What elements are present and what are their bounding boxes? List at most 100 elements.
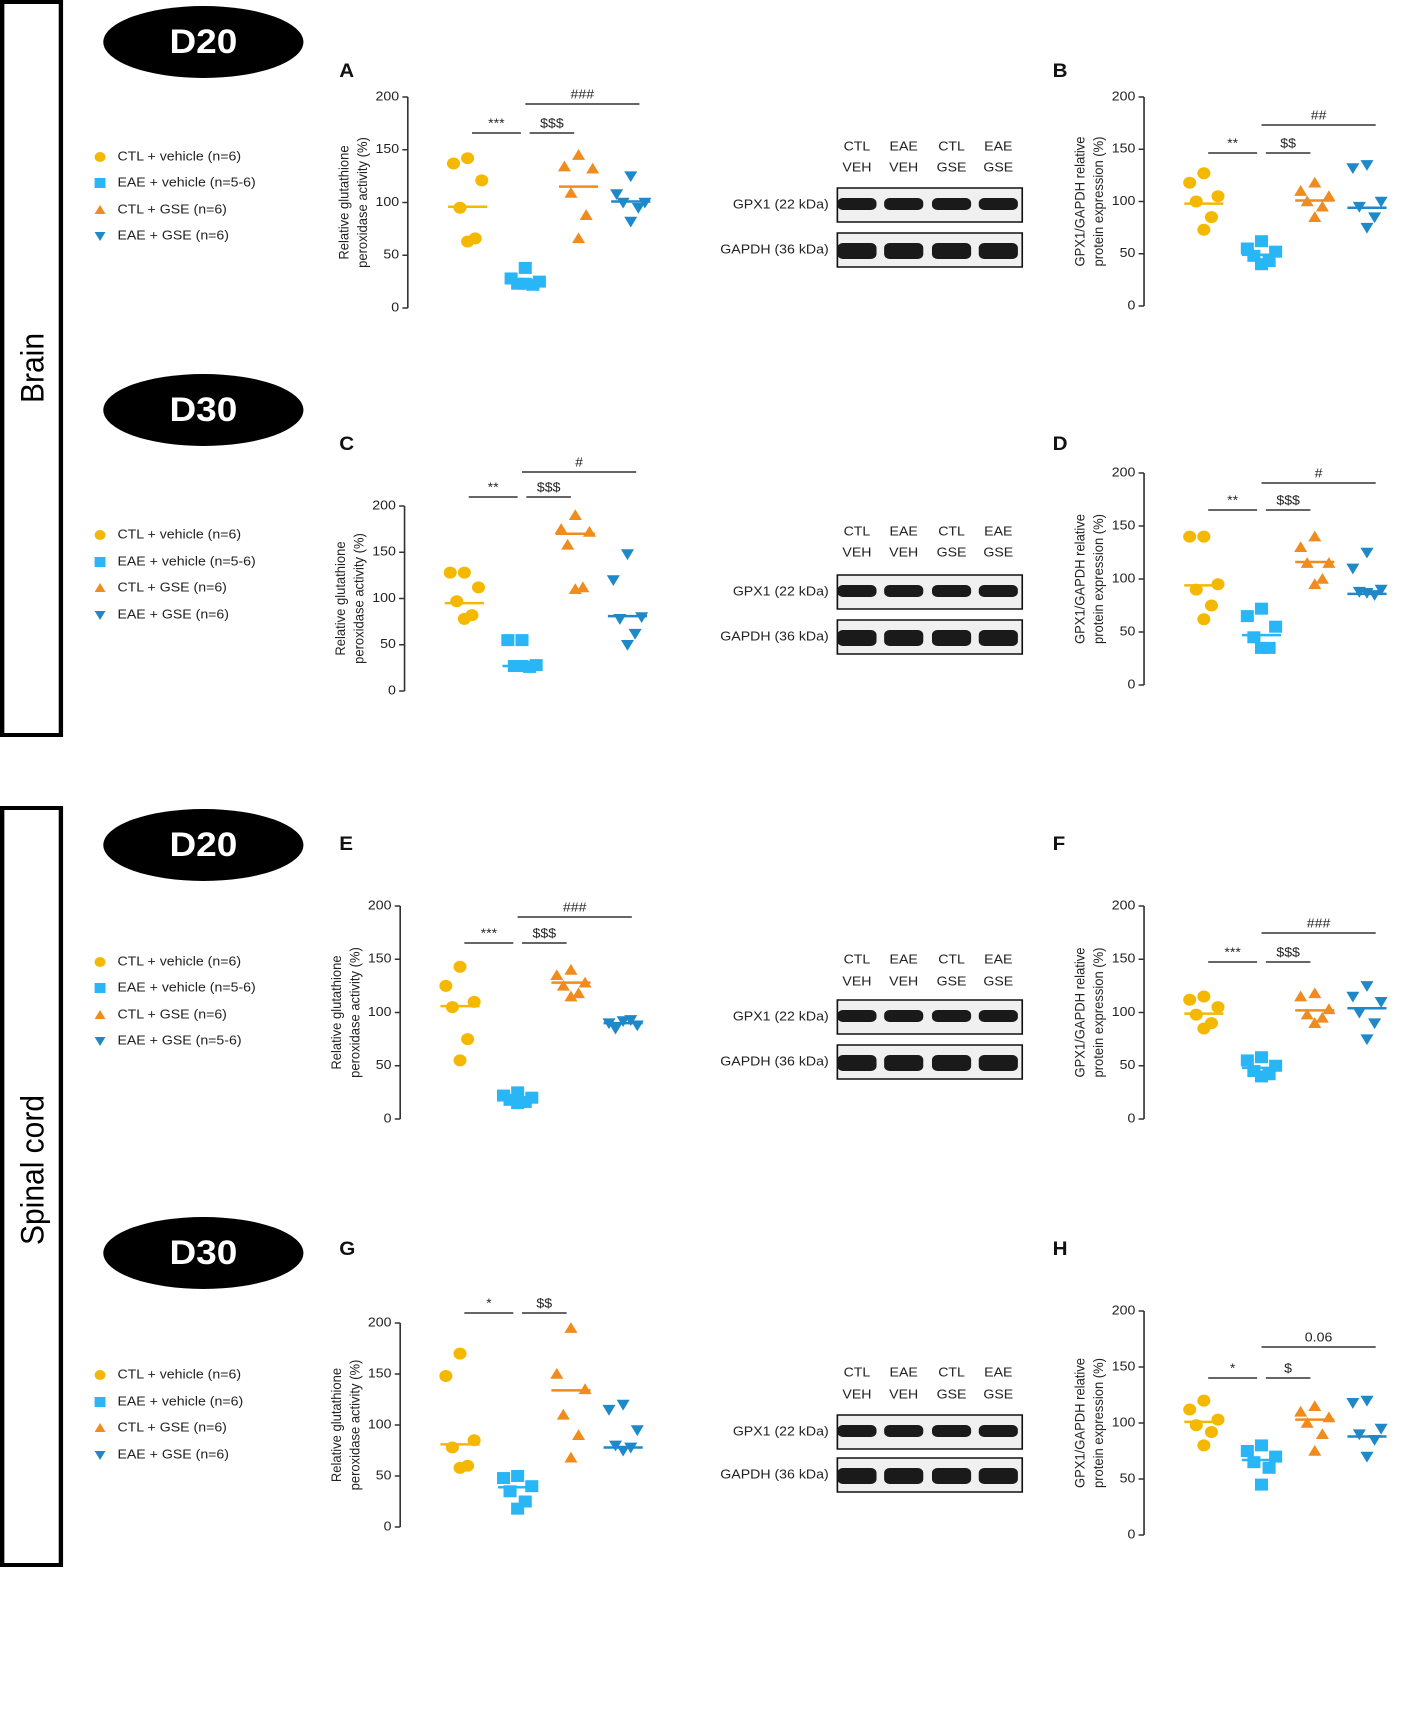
marker <box>1183 993 1197 1006</box>
blot-band <box>978 585 1018 597</box>
marker <box>550 1368 564 1379</box>
legend-label: EAE + GSE (n=6) <box>117 1447 229 1461</box>
blot-band <box>884 243 924 259</box>
marker <box>457 566 471 579</box>
marker <box>439 979 453 992</box>
marker <box>1197 223 1211 236</box>
marker <box>1368 212 1382 224</box>
marker <box>1360 547 1374 559</box>
blot-band <box>837 630 877 646</box>
blot-band <box>978 1425 1018 1437</box>
legend-label: CTL + vehicle (n=6) <box>117 527 241 541</box>
marker <box>1315 1011 1329 1023</box>
marker <box>1352 1429 1366 1441</box>
marker <box>564 1322 578 1333</box>
marker <box>586 162 600 174</box>
panel-letter: D <box>1053 434 1068 455</box>
legend-label: EAE + vehicle (n=5-6) <box>117 980 255 994</box>
y-tick-label: 200 <box>1112 89 1136 103</box>
blot-band <box>978 1055 1018 1071</box>
region-label: Brain <box>14 333 50 403</box>
marker <box>461 1033 475 1046</box>
y-tick-label: 150 <box>372 544 396 558</box>
lane-label: CTL <box>844 952 871 966</box>
marker <box>450 595 464 608</box>
significance-label: $$ <box>536 1296 552 1310</box>
significance-label: ### <box>571 87 595 101</box>
lane-label: CTL <box>938 139 965 153</box>
marker <box>1300 1008 1314 1020</box>
marker <box>1368 1435 1382 1446</box>
marker <box>1315 200 1329 212</box>
significance-label: $$$ <box>537 480 561 494</box>
marker <box>461 235 475 248</box>
significance-label: ** <box>488 480 500 494</box>
marker <box>1211 1413 1225 1426</box>
y-tick-label: 0 <box>1127 677 1135 691</box>
panel-letter: G <box>339 1239 355 1260</box>
marker <box>1294 990 1308 1002</box>
marker <box>1308 1017 1322 1028</box>
significance-label: # <box>1315 466 1323 480</box>
y-tick-label: 100 <box>1112 571 1136 585</box>
marker <box>1322 1003 1336 1015</box>
marker <box>1247 631 1261 644</box>
marker <box>1204 1425 1218 1438</box>
marker <box>496 1472 511 1485</box>
lane-label: EAE <box>984 139 1012 153</box>
blot-band <box>978 1468 1018 1484</box>
band-label: GAPDH (36 kDa) <box>720 242 828 256</box>
marker <box>624 216 638 228</box>
marker <box>94 1010 106 1019</box>
y-tick-label: 100 <box>372 590 396 604</box>
significance-label: # <box>575 455 583 469</box>
lane-label: GSE <box>983 545 1013 559</box>
marker <box>1183 176 1197 189</box>
band-label: GAPDH (36 kDa) <box>720 1054 828 1068</box>
marker <box>443 566 457 579</box>
lane-label: GSE <box>937 1387 967 1401</box>
blot-band <box>837 585 877 597</box>
marker <box>1315 1428 1329 1439</box>
marker <box>1211 190 1225 203</box>
band-label: GPX1 (22 kDa) <box>733 584 829 598</box>
marker <box>561 538 575 550</box>
panel-letter: F <box>1053 834 1066 855</box>
marker <box>1300 1417 1314 1428</box>
marker <box>624 171 638 183</box>
day-badge <box>103 809 304 881</box>
y-tick-label: 50 <box>383 247 399 261</box>
marker <box>511 1502 525 1515</box>
blot-band <box>931 1425 972 1437</box>
lane-label: CTL <box>844 524 871 538</box>
y-tick-label: 50 <box>1120 1058 1136 1072</box>
y-tick-label: 100 <box>368 1004 392 1018</box>
marker <box>471 581 486 594</box>
marker <box>453 1347 467 1360</box>
marker <box>582 525 596 537</box>
lane-label: CTL <box>938 524 965 538</box>
marker <box>94 557 106 567</box>
marker <box>1197 1394 1211 1407</box>
marker <box>1183 1403 1197 1416</box>
significance-label: ### <box>1307 916 1331 930</box>
lane-label: EAE <box>890 139 918 153</box>
marker <box>1374 1423 1388 1435</box>
lane-label: VEH <box>889 545 918 559</box>
legend-label: EAE + GSE (n=5-6) <box>117 1033 241 1047</box>
y-tick-label: 150 <box>368 951 392 965</box>
significance-label: $$$ <box>532 926 556 940</box>
y-axis-label: peroxidase activity (%) <box>351 533 367 664</box>
blot-band <box>978 630 1018 646</box>
marker <box>511 1470 525 1482</box>
blot-band <box>978 198 1018 210</box>
y-axis-label: GPX1/GAPDH relative <box>1072 1358 1088 1488</box>
marker <box>94 611 106 620</box>
marker <box>467 995 481 1008</box>
marker <box>616 1016 630 1028</box>
panel-letter: E <box>339 834 353 855</box>
marker <box>515 634 529 647</box>
y-axis-label: Relative glutathione <box>333 541 349 655</box>
y-axis-label: protein expression (%) <box>1091 514 1107 644</box>
marker <box>94 152 106 162</box>
